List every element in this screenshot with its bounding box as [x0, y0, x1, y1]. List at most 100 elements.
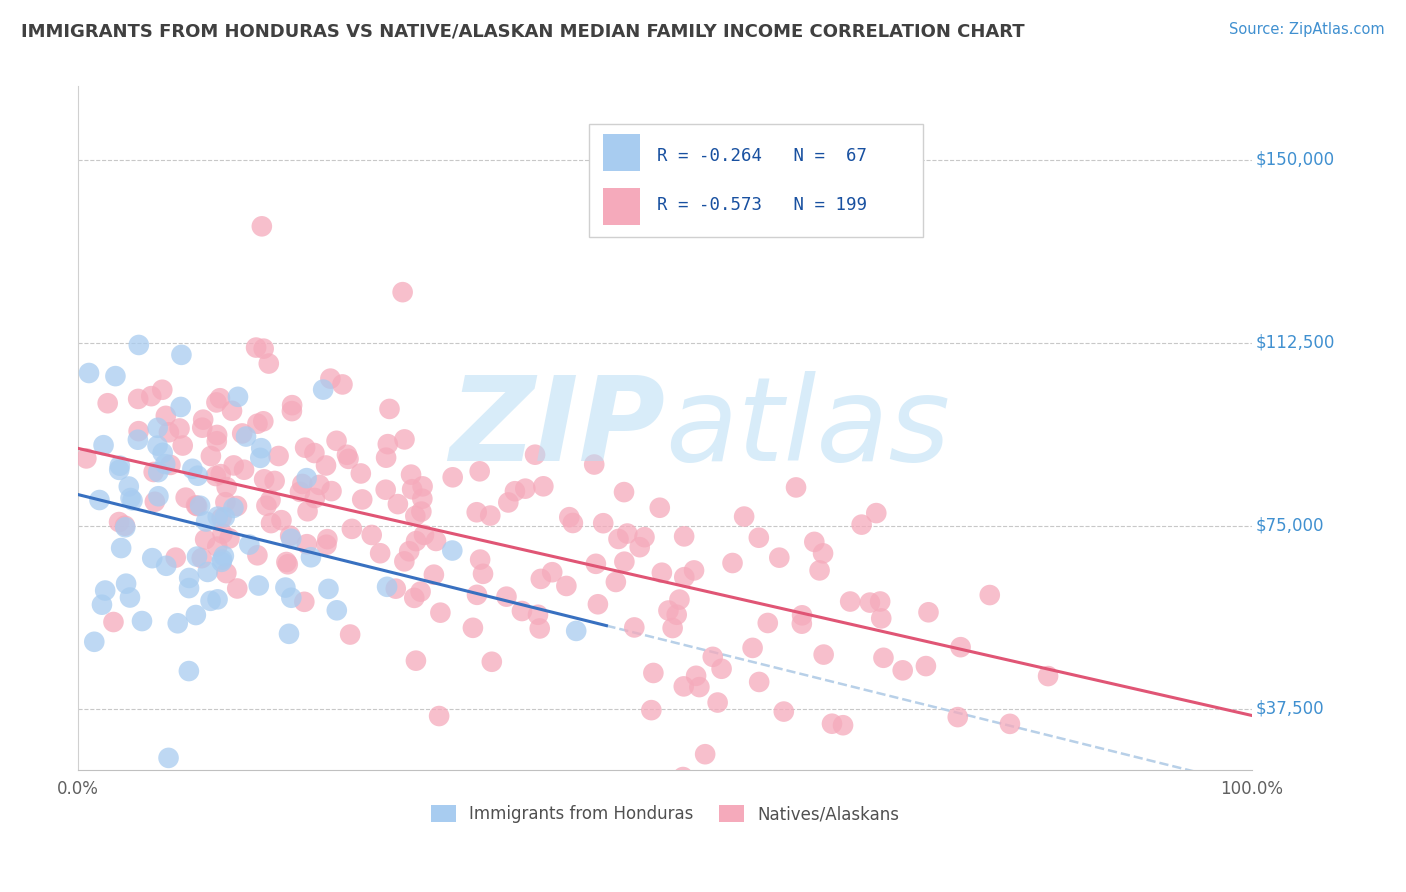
- Point: [250, 219, 273, 234]
- Point: [148, 465, 170, 479]
- Point: [209, 467, 232, 482]
- Point: [702, 649, 724, 664]
- Point: [404, 509, 426, 524]
- Point: [710, 662, 733, 676]
- Point: [146, 439, 169, 453]
- Point: [191, 420, 214, 434]
- Point: [131, 614, 153, 628]
- Point: [917, 605, 939, 619]
- Point: [177, 581, 200, 595]
- Point: [401, 483, 423, 497]
- Text: $112,500: $112,500: [1256, 334, 1336, 351]
- Point: [695, 747, 717, 762]
- Point: [332, 377, 354, 392]
- Point: [529, 622, 551, 636]
- Point: [108, 463, 131, 477]
- Point: [1036, 669, 1059, 683]
- Point: [468, 464, 491, 478]
- Point: [221, 404, 243, 418]
- Point: [350, 467, 373, 481]
- Point: [280, 532, 302, 546]
- Point: [672, 679, 695, 693]
- Point: [721, 556, 744, 570]
- Point: [321, 484, 343, 499]
- Point: [143, 494, 166, 508]
- Point: [115, 576, 138, 591]
- Point: [179, 571, 201, 585]
- Point: [212, 549, 235, 563]
- Point: [294, 441, 316, 455]
- Point: [128, 338, 150, 352]
- Point: [352, 492, 374, 507]
- Point: [510, 604, 533, 618]
- Point: [177, 664, 200, 678]
- Point: [394, 433, 416, 447]
- Point: [377, 437, 399, 451]
- Point: [706, 696, 728, 710]
- Point: [465, 588, 488, 602]
- Point: [165, 550, 187, 565]
- Text: Source: ZipAtlas.com: Source: ZipAtlas.com: [1229, 22, 1385, 37]
- Point: [339, 627, 361, 641]
- Point: [531, 479, 554, 493]
- Point: [211, 552, 233, 566]
- Point: [197, 565, 219, 579]
- Point: [375, 450, 398, 465]
- Point: [413, 528, 436, 542]
- Point: [495, 590, 517, 604]
- Point: [425, 533, 447, 548]
- Text: $150,000: $150,000: [1256, 151, 1334, 169]
- Point: [259, 492, 281, 507]
- Point: [423, 567, 446, 582]
- Point: [398, 544, 420, 558]
- Point: [233, 463, 256, 477]
- Point: [128, 424, 150, 438]
- Point: [169, 421, 191, 435]
- Point: [527, 607, 550, 622]
- Text: ZIP: ZIP: [449, 371, 665, 485]
- Point: [174, 491, 197, 505]
- Point: [127, 433, 149, 447]
- Point: [250, 441, 273, 455]
- Point: [110, 541, 132, 555]
- Point: [193, 412, 215, 426]
- Point: [97, 396, 120, 410]
- Point: [586, 597, 609, 611]
- Point: [208, 391, 231, 405]
- Point: [104, 369, 127, 384]
- Point: [127, 392, 149, 406]
- Point: [673, 570, 696, 584]
- Point: [640, 703, 662, 717]
- Point: [89, 493, 111, 508]
- Point: [170, 348, 193, 362]
- Point: [404, 591, 426, 605]
- Point: [200, 449, 222, 463]
- Point: [946, 710, 969, 724]
- Point: [808, 563, 831, 577]
- Point: [94, 583, 117, 598]
- Point: [188, 499, 211, 513]
- Point: [378, 401, 401, 416]
- Point: [368, 546, 391, 560]
- Point: [772, 705, 794, 719]
- Point: [605, 574, 627, 589]
- Point: [103, 615, 125, 629]
- Point: [184, 607, 207, 622]
- Point: [683, 563, 706, 577]
- Point: [190, 551, 212, 566]
- Point: [195, 515, 218, 529]
- Point: [299, 550, 322, 565]
- Point: [628, 540, 651, 554]
- Point: [790, 608, 813, 623]
- Point: [308, 478, 330, 492]
- Point: [166, 616, 188, 631]
- Point: [748, 675, 770, 690]
- Point: [142, 465, 165, 479]
- Point: [260, 516, 283, 530]
- Point: [204, 469, 226, 483]
- Point: [155, 457, 177, 471]
- Point: [851, 517, 873, 532]
- Point: [790, 616, 813, 631]
- Point: [291, 477, 314, 491]
- Point: [304, 491, 326, 505]
